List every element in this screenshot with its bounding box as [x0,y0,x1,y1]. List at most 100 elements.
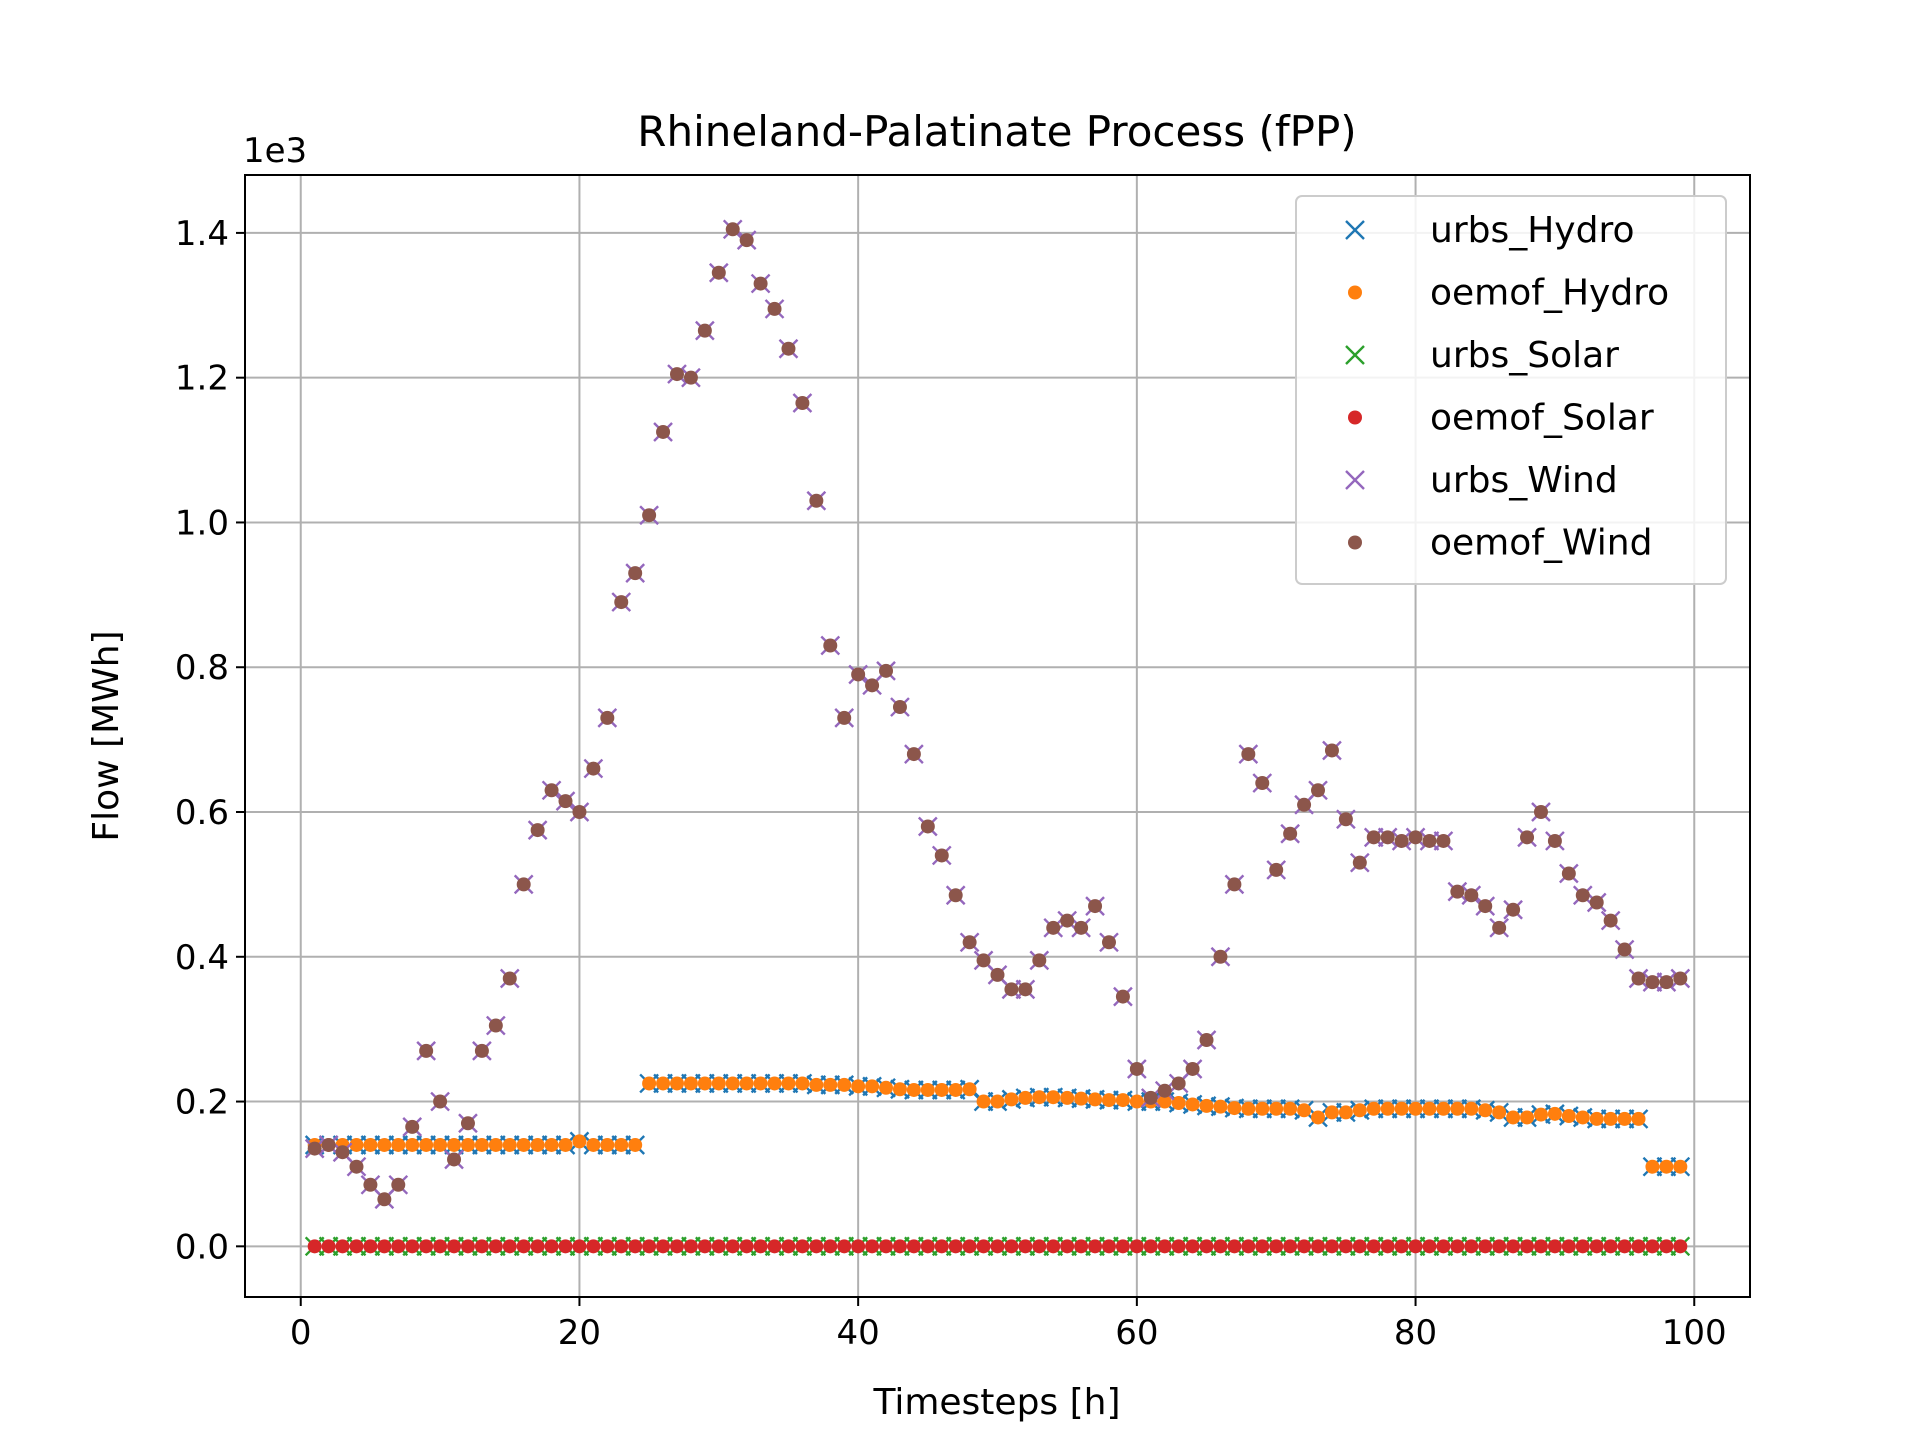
x-tick-label: 0 [290,1313,312,1353]
data-point [1533,1107,1548,1122]
data-point [990,1094,1005,1109]
data-point [1659,975,1674,990]
data-point [1589,1239,1604,1254]
data-point [1185,1239,1200,1254]
data-point [391,1239,406,1254]
data-point [934,848,949,863]
data-point [1436,1239,1451,1254]
data-point [1297,1103,1312,1118]
data-point [920,1239,935,1254]
data-point [851,1239,866,1254]
data-point [1311,1110,1326,1125]
data-point [892,1239,907,1254]
data-point [1673,1159,1688,1174]
data-point [1269,1101,1284,1116]
data-point [642,1076,657,1091]
data-point [1227,877,1242,892]
data-point [1157,1083,1172,1098]
data-point [391,1137,406,1152]
data-point [1213,949,1228,964]
data-point [1659,1159,1674,1174]
y-tick-label: 0.4 [175,938,229,978]
data-point [739,1239,754,1254]
data-point [711,265,726,280]
y-tick-label: 0.2 [175,1083,229,1123]
data-point [892,700,907,715]
data-point [781,1239,796,1254]
data-point [363,1137,378,1152]
data-point [948,888,963,903]
data-point [321,1137,336,1152]
data-point [516,1137,531,1152]
data-point [447,1239,462,1254]
data-point [460,1116,475,1131]
data-point [1324,1105,1339,1120]
data-point [502,1137,517,1152]
axes-frame [244,174,1751,1298]
data-point [823,1077,838,1092]
data-point [474,1239,489,1254]
data-point [781,341,796,356]
data-point [488,1239,503,1254]
series-oemof_Wind [307,222,1688,1207]
data-point [1032,1239,1047,1254]
data-point [1338,1105,1353,1120]
data-point [1018,1090,1033,1105]
data-point [1129,1061,1144,1076]
data-point [1366,830,1381,845]
data-point [725,1239,740,1254]
data-point [1450,884,1465,899]
data-point [1478,1103,1493,1118]
data-point [1255,1239,1270,1254]
data-point [809,493,824,508]
data-point [1241,747,1256,762]
data-point [725,1076,740,1091]
data-point [683,1076,698,1091]
data-point [321,1239,336,1254]
legend: urbs_Hydro oemof_Hydro urbs_Solar oemof_Sol… [1295,195,1727,585]
data-point [516,877,531,892]
data-point [1338,812,1353,827]
axis-ticks: 0 20 40 60 80 100 0.0 0.2 0.4 0.6 0.8 1.0 1.2 1.4 [175,214,1727,1353]
data-point [837,1239,852,1254]
data-point [767,1076,782,1091]
data-point [586,1239,601,1254]
data-point [1589,895,1604,910]
data-point [879,1080,894,1095]
y-tick-label: 0.0 [175,1227,229,1267]
series-oemof_Solar [307,1239,1688,1254]
data-point [1171,1239,1186,1254]
data-point [377,1192,392,1207]
data-point [544,783,559,798]
data-point [1088,1092,1103,1107]
y-tick-label: 1.0 [175,503,229,543]
legend-label: urbs_Hydro [1430,210,1635,251]
legend-label: oemof_Hydro [1430,273,1669,314]
data-point [837,1077,852,1092]
data-point [530,1239,545,1254]
data-point [711,1239,726,1254]
data-point [1241,1239,1256,1254]
data-point [1115,989,1130,1004]
data-point [1311,783,1326,798]
data-point [1171,1076,1186,1091]
data-point [753,1076,768,1091]
data-point [307,1239,322,1254]
data-point [419,1043,434,1058]
legend-marker [1348,410,1362,425]
data-point [349,1137,364,1152]
data-point [377,1137,392,1152]
series-urbs_Solar [304,1236,1691,1257]
data-point [572,1134,587,1149]
data-point [1380,1239,1395,1254]
data-point [1157,1239,1172,1254]
data-point [1394,1101,1409,1116]
data-point [837,710,852,725]
data-point [1185,1061,1200,1076]
data-point [920,1082,935,1097]
data-point [1394,833,1409,848]
legend-entries: urbs_Hydro oemof_Hydro urbs_Solar oemof_Sol… [1345,210,1669,564]
data-point [1506,902,1521,917]
data-point [1143,1090,1158,1105]
data-point [892,1082,907,1097]
